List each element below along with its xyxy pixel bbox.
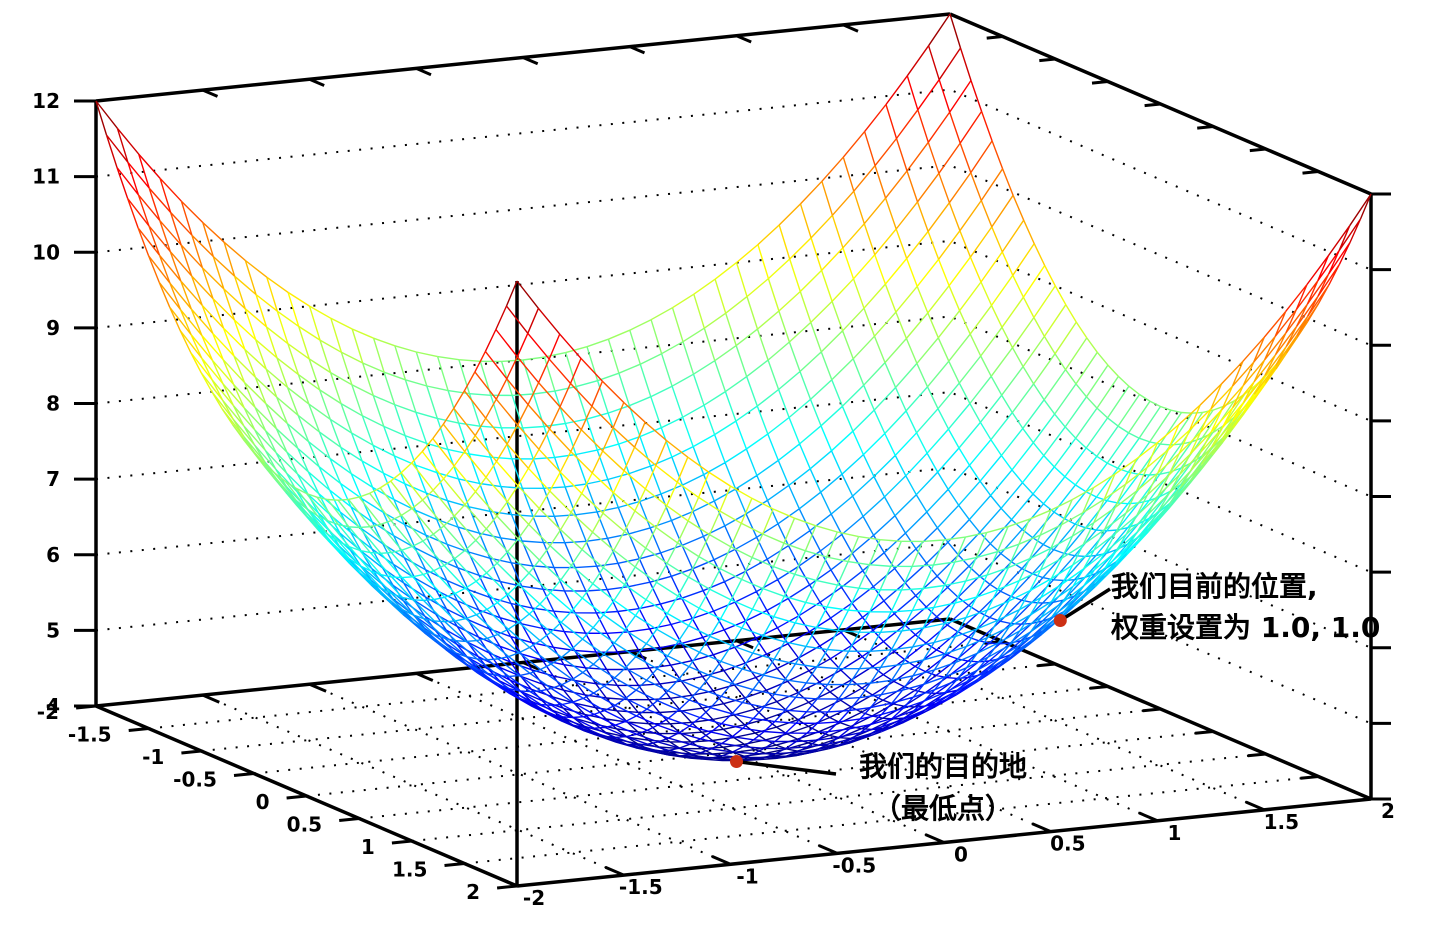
- x-tick-label: -1.5: [68, 723, 112, 747]
- axis-ticks: [74, 23, 1391, 890]
- point-markers: [730, 587, 1111, 776]
- x-tick-label: 1.5: [392, 858, 427, 882]
- x-tick-label: -1: [142, 745, 164, 769]
- annotation-leader-line: [736, 759, 837, 776]
- y-tick-label: 1.5: [1264, 810, 1299, 834]
- z-tick-label: 9: [46, 316, 60, 340]
- annotation-leader-line: [1059, 587, 1111, 622]
- annotation-current-line2: 权重设置为 1.0, 1.0: [1111, 611, 1381, 644]
- z-tick-label: 8: [46, 392, 60, 416]
- y-tick-label: -0.5: [832, 853, 876, 877]
- z-tick-label: 5: [46, 618, 60, 642]
- destination-marker: [730, 755, 743, 768]
- x-tick-label: 0: [256, 790, 270, 814]
- y-tick-label: -2: [523, 886, 545, 910]
- z-tick-label: 4: [46, 694, 60, 718]
- z-tick-label: 12: [32, 89, 60, 113]
- annotation-destination: 我们的目的地 （最低点）: [836, 746, 1050, 830]
- y-tick-label: 0: [954, 843, 968, 867]
- y-tick-label: 0.5: [1050, 832, 1085, 856]
- axis-tick-labels: -2 -1.5 -1 -0.5 0 0.5 1 1.5 2 -2 -1.5 -1 -0.5 0 0.5 1 1.…: [32, 89, 1395, 910]
- x-tick-label: -2: [37, 700, 59, 724]
- axes-box-edges: [94, 12, 1373, 888]
- y-tick-label: -1: [736, 864, 758, 888]
- annotation-current-position: 我们目前的位置, 权重设置为 1.0, 1.0: [1111, 566, 1380, 648]
- current-position-marker: [1053, 614, 1067, 627]
- z-tick-label: 6: [46, 543, 60, 567]
- y-tick-label: 1: [1168, 821, 1182, 845]
- y-tick-label: 2: [1381, 799, 1395, 823]
- annotation-destination-line2: （最低点）: [872, 792, 1013, 825]
- x-tick-label: -0.5: [173, 768, 217, 792]
- y-tick-label: -1.5: [619, 875, 663, 899]
- surface-mesh: [95, 13, 1372, 762]
- z-tick-label: 10: [32, 240, 60, 264]
- annotation-current-line1: 我们目前的位置,: [1111, 570, 1318, 603]
- z-tick-label: 7: [46, 467, 60, 491]
- z-tick-label: 11: [32, 165, 60, 189]
- annotation-destination-line1: 我们的目的地: [858, 750, 1027, 783]
- x-tick-label: 0.5: [287, 813, 322, 837]
- x-tick-label: 2: [466, 880, 480, 904]
- x-tick-label: 1: [361, 835, 375, 859]
